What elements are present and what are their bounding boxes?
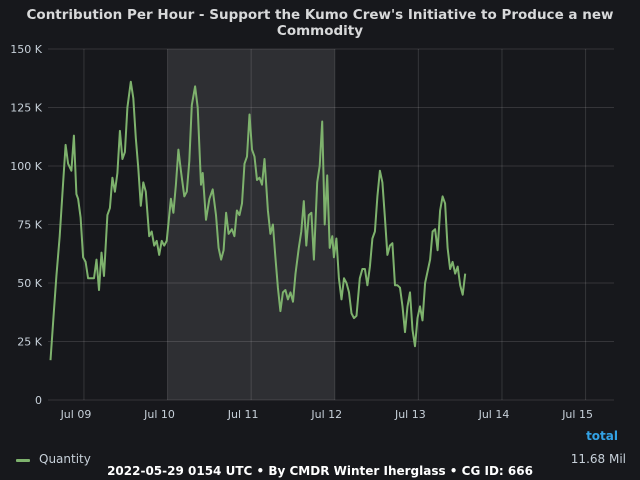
footer-credit: 2022-05-29 0154 UTC • By CMDR Winter Ihe… [107, 464, 533, 478]
x-tick-label: Jul 09 [60, 408, 92, 421]
chart-title: Contribution Per Hour - Support the Kumo… [26, 7, 614, 39]
legend-series-name: Quantity [39, 452, 91, 466]
x-tick-label: Jul 15 [561, 408, 593, 421]
y-tick-label: 150 K [10, 43, 42, 56]
x-tick-label: Jul 10 [143, 408, 175, 421]
shaded-time-band [167, 49, 335, 400]
y-tick-label: 25 K [17, 336, 42, 349]
legend-swatch [16, 459, 30, 462]
x-axis: Jul 09 Jul 10 Jul 11 Jul 12 Jul 13 Jul 14 Jul … [60, 408, 593, 421]
x-tick-label: Jul 13 [394, 408, 426, 421]
y-tick-label: 0 [35, 394, 42, 407]
y-tick-label: 125 K [10, 102, 42, 115]
x-tick-label: Jul 12 [310, 408, 342, 421]
y-tick-label: 50 K [17, 277, 42, 290]
y-tick-label: 100 K [10, 160, 42, 173]
grid-lines [48, 48, 614, 401]
legend-series-total: 11.68 Mil [570, 452, 626, 466]
x-tick-label: Jul 11 [227, 408, 259, 421]
y-axis: 0 25 K 50 K 75 K 100 K 125 K 150 K [10, 43, 42, 407]
series-layer [49, 80, 467, 361]
legend-total-header[interactable]: total [586, 429, 618, 443]
x-tick-label: Jul 14 [478, 408, 510, 421]
legend-item-quantity[interactable]: Quantity 11.68 Mil [16, 452, 626, 468]
series-line-quantity[interactable] [49, 80, 467, 361]
y-tick-label: 75 K [17, 219, 42, 232]
